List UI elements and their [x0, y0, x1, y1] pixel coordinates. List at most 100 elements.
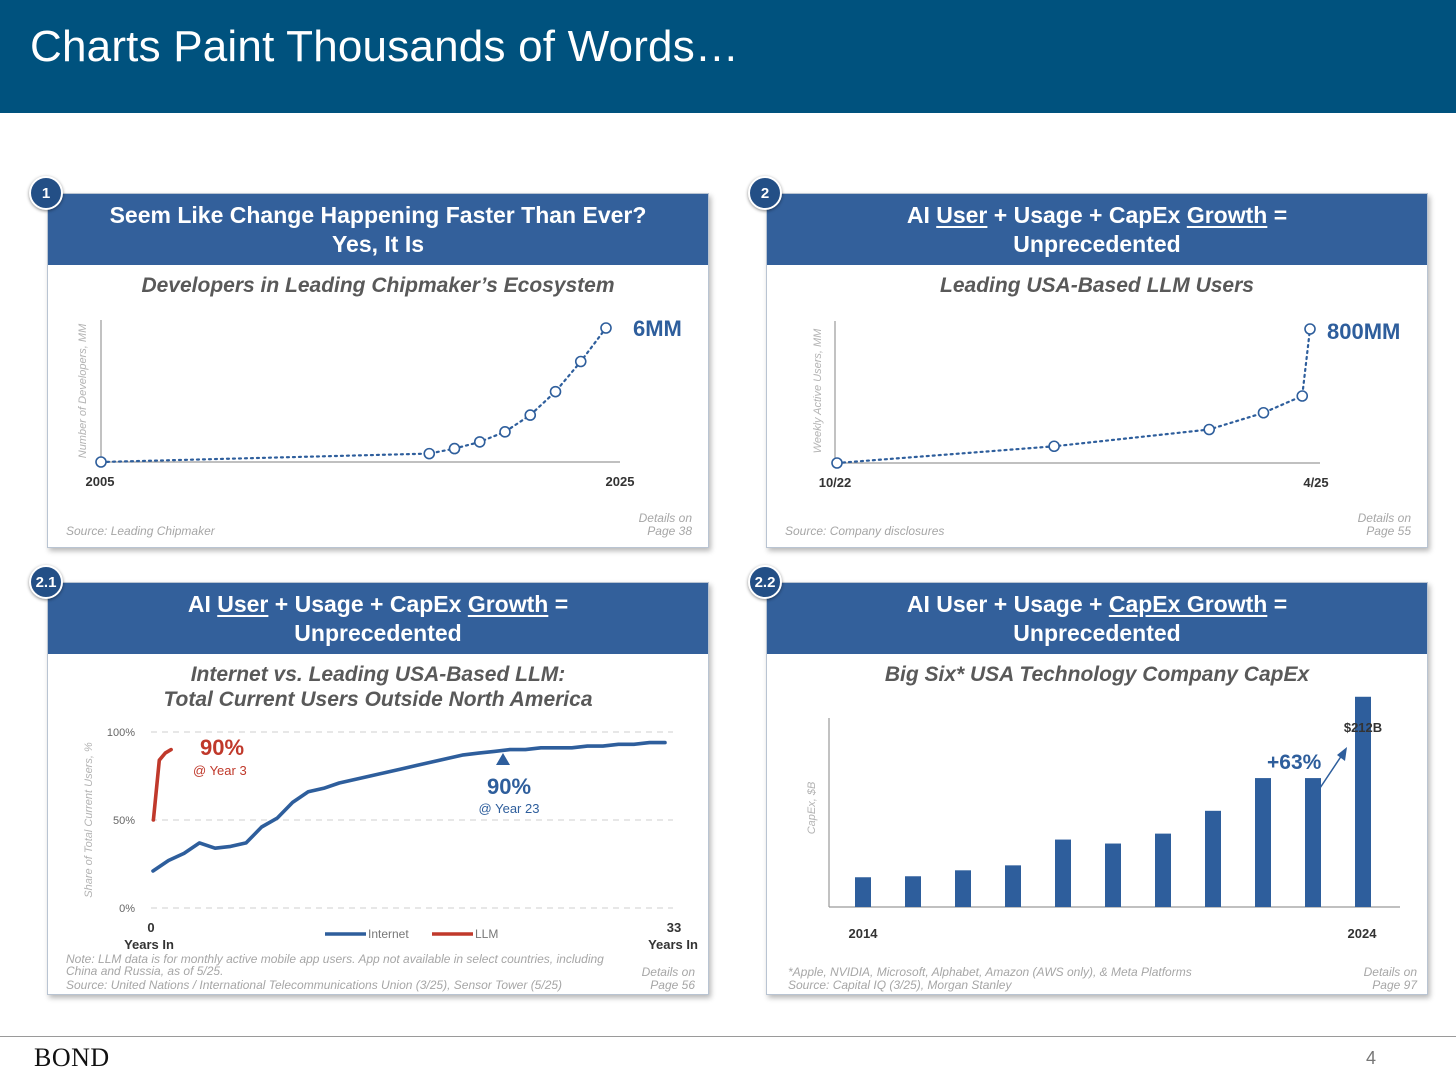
bar-2015	[905, 876, 921, 907]
panel-heading-line1: AI User + Usage + CapEx Growth =	[906, 201, 1288, 228]
chart-subtitle: Developers in Leading Chipmaker’s Ecosys…	[141, 274, 614, 297]
legend-llm-label: LLM	[475, 927, 498, 941]
end-value-label: 800MM	[1327, 319, 1400, 344]
bar-2021	[1205, 810, 1221, 907]
details-line1: Details on	[639, 511, 693, 525]
x-axis-title-right: Years In	[648, 937, 698, 952]
data-point	[1048, 440, 1060, 453]
note-line1: *Apple, NVIDIA, Microsoft, Alphabet, Ama…	[788, 965, 1192, 979]
bar-2022	[1255, 778, 1271, 907]
x-axis-title-left: Years In	[124, 937, 174, 952]
panel-header: Seem Like Change Happening Faster Than E…	[48, 194, 708, 265]
note-line3: Source: United Nations / International T…	[66, 978, 562, 992]
panel-header: AI User + Usage + CapEx Growth = Unprece…	[767, 194, 1427, 265]
data-point	[1257, 406, 1270, 419]
page-number: 4	[1366, 1048, 1377, 1068]
panel-internet-vs-llm: AI User + Usage + CapEx Growth = Unprece…	[47, 582, 709, 995]
header-bar	[0, 0, 1456, 113]
brand-logo: BOND	[34, 1043, 110, 1072]
panel-developers: Seem Like Change Happening Faster Than E…	[47, 193, 709, 548]
chart-subtitle-line2: Total Current Users Outside North Americ…	[163, 688, 592, 711]
bar-2023	[1305, 778, 1321, 907]
panel-heading-line1: AI User + Usage + CapEx Growth =	[906, 590, 1288, 617]
series-line	[99, 326, 608, 464]
y-axis-label: Weekly Active Users, MM	[812, 328, 824, 454]
bar-2018	[1055, 839, 1071, 907]
bar-2019	[1105, 843, 1121, 907]
panel-header: AI User + Usage + CapEx Growth = Unprece…	[48, 583, 708, 654]
details-line1: Details on	[1364, 965, 1418, 979]
panel-llm-users: AI User + Usage + CapEx Growth = Unprece…	[766, 193, 1428, 548]
panel-heading-line1: Seem Like Change Happening Faster Than E…	[109, 201, 647, 228]
y-axis-label: Share of Total Current Users, %	[83, 742, 95, 898]
series-line	[835, 327, 1312, 465]
x-tick-start: 2014	[849, 926, 879, 941]
panel-header: AI User + Usage + CapEx Growth = Unprece…	[767, 583, 1427, 654]
panel-number-badge: 2	[748, 176, 782, 210]
chart-subtitle-line1: Internet vs. Leading USA-Based LLM:	[191, 663, 566, 686]
details-line2: Page 56	[650, 978, 695, 992]
data-point	[1304, 323, 1316, 335]
details-line2: Page 55	[1366, 524, 1411, 538]
details-line2: Page 97	[1372, 978, 1418, 992]
panel-number-badge: 1	[29, 176, 63, 210]
y-tick-0: 0%	[119, 903, 135, 915]
note-line1: Note: LLM data is for monthly active mob…	[66, 952, 604, 966]
panel-capex: AI User + Usage + CapEx Growth = Unprece…	[766, 582, 1428, 995]
capex-bar-chart: Big Six* USA Technology Company CapEx Ca…	[788, 663, 1418, 992]
data-point	[473, 436, 486, 448]
llm-series-line	[151, 747, 173, 822]
data-point	[95, 456, 107, 468]
bar-2024	[1355, 696, 1371, 907]
x-tick-end: 33	[667, 920, 681, 935]
data-point	[499, 426, 511, 438]
panel-heading-line2: Unprecedented	[294, 619, 462, 646]
internet-callout-triangle-icon	[496, 753, 510, 765]
chart-subtitle: Big Six* USA Technology Company CapEx	[885, 663, 1311, 686]
panel-number-badge: 2.1	[29, 565, 63, 599]
bar-2017	[1005, 865, 1021, 907]
y-tick-50: 50%	[113, 815, 135, 827]
chart-subtitle: Leading USA-Based LLM Users	[940, 274, 1254, 297]
growth-arrow	[1313, 754, 1343, 798]
data-point	[600, 322, 612, 334]
y-axis-label: CapEx, $B	[806, 782, 818, 835]
x-tick-start: 10/22	[819, 475, 852, 490]
last-bar-value-label: $212B	[1344, 720, 1382, 735]
x-tick-end: 2025	[606, 474, 635, 489]
internet-callout-text: @ Year 23	[479, 801, 540, 816]
panel-number-badge: 2.2	[748, 565, 782, 599]
data-point	[549, 385, 562, 398]
llm-callout-text: @ Year 3	[193, 763, 247, 778]
source-note: Source: Company disclosures	[785, 524, 944, 538]
panel-heading-line2: Unprecedented	[1013, 619, 1181, 646]
growth-label: +63%	[1267, 751, 1322, 774]
data-point	[448, 442, 461, 455]
data-point	[524, 409, 537, 421]
x-tick-start: 2005	[86, 474, 115, 489]
bar-2020	[1155, 833, 1171, 907]
internet-vs-llm-chart: Internet vs. Leading USA-Based LLM: Tota…	[66, 663, 698, 992]
source-note: Source: Leading Chipmaker	[66, 524, 216, 538]
data-point	[1296, 390, 1309, 402]
details-line1: Details on	[642, 965, 696, 979]
details-line2: Page 38	[647, 524, 692, 538]
note-line2: China and Russia, as of 5/25.	[66, 964, 223, 978]
data-point	[423, 447, 436, 460]
details-line1: Details on	[1358, 511, 1412, 525]
note-line2: Source: Capital IQ (3/25), Morgan Stanle…	[788, 978, 1012, 992]
llm-users-chart: Leading USA-Based LLM Users Weekly Activ…	[785, 274, 1412, 538]
data-point	[831, 457, 843, 469]
growth-arrow-head-icon	[1337, 747, 1347, 761]
internet-series-line	[151, 740, 667, 873]
footer-divider	[0, 1036, 1456, 1037]
data-point	[1203, 423, 1215, 436]
internet-callout-value: 90%	[487, 774, 531, 799]
developers-chart: Developers in Leading Chipmaker’s Ecosys…	[66, 274, 693, 538]
x-tick-end: 2024	[1348, 926, 1378, 941]
y-tick-100: 100%	[107, 727, 135, 739]
bar-2014	[855, 877, 871, 907]
panel-heading-line1: AI User + Usage + CapEx Growth =	[187, 590, 569, 617]
y-axis-label: Number of Developers, MM	[77, 323, 89, 458]
page-title: Charts Paint Thousands of Words…	[30, 22, 740, 71]
